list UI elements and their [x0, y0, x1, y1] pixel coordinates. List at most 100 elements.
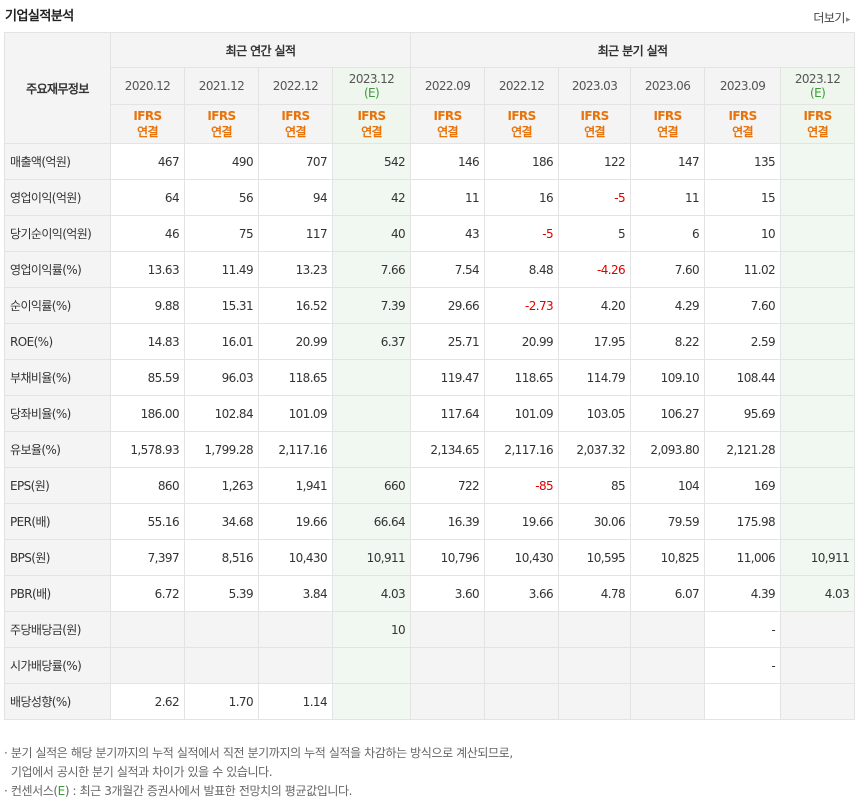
table-cell: 5.39: [184, 575, 259, 612]
table-cell: 122: [558, 143, 632, 180]
table-cell: 7,397: [110, 539, 185, 576]
footnote-3-prefix: · 컨센서스(: [4, 784, 58, 798]
table-cell: 10: [704, 215, 782, 252]
ifrs-label: IFRS: [653, 109, 682, 123]
row-header-cell: 주요재무정보: [4, 32, 111, 144]
table-row: EPS(원) 860 1,263 1,941 660 722 -85 85 104 169: [4, 467, 856, 504]
table-cell: 4.20: [558, 287, 632, 324]
table-cell: 10,430: [484, 539, 560, 576]
table-cell: 55.16: [110, 503, 185, 540]
period-label: 2023.03: [571, 79, 618, 93]
table-cell: 46: [110, 215, 185, 252]
period-header: 2022.12: [258, 67, 333, 105]
ifrs-label: IFRS: [728, 109, 757, 123]
table-cell: 1,578.93: [110, 431, 185, 468]
row-label: ROE(%): [4, 323, 111, 360]
consolidated-label: 연결: [657, 125, 678, 139]
table-cell: [780, 395, 856, 432]
table-cell: 16.01: [184, 323, 259, 360]
table-cell: 10,825: [630, 539, 706, 576]
ifrs-label: IFRS: [133, 109, 162, 123]
table-cell: 4.39: [704, 575, 782, 612]
table-cell: [484, 683, 560, 720]
quarter-group-header: 최근 분기 실적: [410, 32, 856, 68]
table-row: 배당성향(%) 2.62 1.70 1.14: [4, 683, 856, 720]
more-link[interactable]: 더보기▸: [813, 9, 850, 26]
table-cell: 29.66: [410, 287, 486, 324]
consolidated-label: 연결: [285, 125, 306, 139]
table-cell: 8.22: [630, 323, 706, 360]
table-row: PER(배) 55.16 34.68 19.66 66.64 16.39 19.66 30.0…: [4, 503, 856, 540]
table-cell: 10,595: [558, 539, 632, 576]
ifrs-header: IFRS 연결: [704, 104, 782, 144]
ifrs-header: IFRS 연결: [558, 104, 632, 144]
table-cell: 1,263: [184, 467, 259, 504]
ifrs-label: IFRS: [803, 109, 833, 123]
period-header: 2023.03: [558, 67, 632, 105]
table-cell: 7.60: [704, 287, 782, 324]
table-cell: -5: [558, 179, 632, 216]
table-cell: 14.83: [110, 323, 185, 360]
table-cell: 94: [258, 179, 333, 216]
table-cell: [780, 467, 856, 504]
table-cell: [630, 611, 706, 648]
table-cell: 707: [258, 143, 333, 180]
table-cell: 11: [410, 179, 486, 216]
table-cell: 118.65: [258, 359, 333, 396]
table-cell: 103.05: [558, 395, 632, 432]
row-label: PBR(배): [4, 575, 111, 612]
table-cell: 10,911: [780, 539, 856, 576]
table-cell: 186: [484, 143, 560, 180]
table-cell: [331, 647, 412, 684]
period-label: 2023.12: [348, 72, 395, 86]
table-cell: 13.63: [110, 251, 185, 288]
consolidated-label: 연결: [361, 125, 382, 139]
table-cell: [410, 647, 486, 684]
table-cell: 1.14: [258, 683, 333, 720]
table-cell: 13.23: [258, 251, 333, 288]
table-cell: 135: [704, 143, 782, 180]
row-label: 영업이익률(%): [4, 251, 111, 288]
table-cell: 85: [558, 467, 632, 504]
table-cell: 2,134.65: [410, 431, 486, 468]
table-cell: 42: [331, 179, 412, 216]
table-row: 당기순이익(억원) 46 75 117 40 43 -5 5 6 10: [4, 215, 856, 252]
table-cell: 10,430: [258, 539, 333, 576]
table-cell: 175.98: [704, 503, 782, 540]
table-cell: 95.69: [704, 395, 782, 432]
row-label: BPS(원): [4, 539, 111, 576]
period-header: 2021.12: [184, 67, 259, 105]
footnotes: · 분기 실적은 해당 분기까지의 누적 실적에서 직전 분기까지의 누적 실적…: [4, 744, 513, 801]
period-header: 2022.12: [484, 67, 560, 105]
row-label: 주당배당금(원): [4, 611, 111, 648]
row-label: 부채비율(%): [4, 359, 111, 396]
ifrs-header: IFRS 연결: [258, 104, 333, 144]
table-cell: 19.66: [258, 503, 333, 540]
consolidated-label: 연결: [807, 125, 829, 139]
table-row: 유보율(%) 1,578.93 1,799.28 2,117.16 2,134.65 2,…: [4, 431, 856, 468]
footnote-3: · 컨센서스(E) : 최근 3개월간 증권사에서 발표한 전망치의 평균값입니…: [4, 782, 513, 801]
table-cell: [780, 359, 856, 396]
table-cell: [410, 683, 486, 720]
table-cell: -5: [484, 215, 560, 252]
table-cell: 10,911: [331, 539, 412, 576]
table-cell: 43: [410, 215, 486, 252]
period-header: 2020.12: [110, 67, 185, 105]
ifrs-label: IFRS: [207, 109, 236, 123]
table-cell: 2,121.28: [704, 431, 782, 468]
table-cell: 542: [331, 143, 412, 180]
consolidated-label: 연결: [437, 125, 458, 139]
table-cell: [110, 647, 185, 684]
table-cell: 11.49: [184, 251, 259, 288]
table-cell: 17.95: [558, 323, 632, 360]
ifrs-label: IFRS: [433, 109, 462, 123]
table-cell: [258, 647, 333, 684]
table-cell: -85: [484, 467, 560, 504]
period-header: 2022.09: [410, 67, 486, 105]
table-cell: 117: [258, 215, 333, 252]
table-cell: 4.03: [780, 575, 856, 612]
table-cell: [704, 683, 782, 720]
table-cell: 108.44: [704, 359, 782, 396]
table-row: 영업이익(억원) 64 56 94 42 11 16 -5 11 15: [4, 179, 856, 216]
table-cell: 109.10: [630, 359, 706, 396]
